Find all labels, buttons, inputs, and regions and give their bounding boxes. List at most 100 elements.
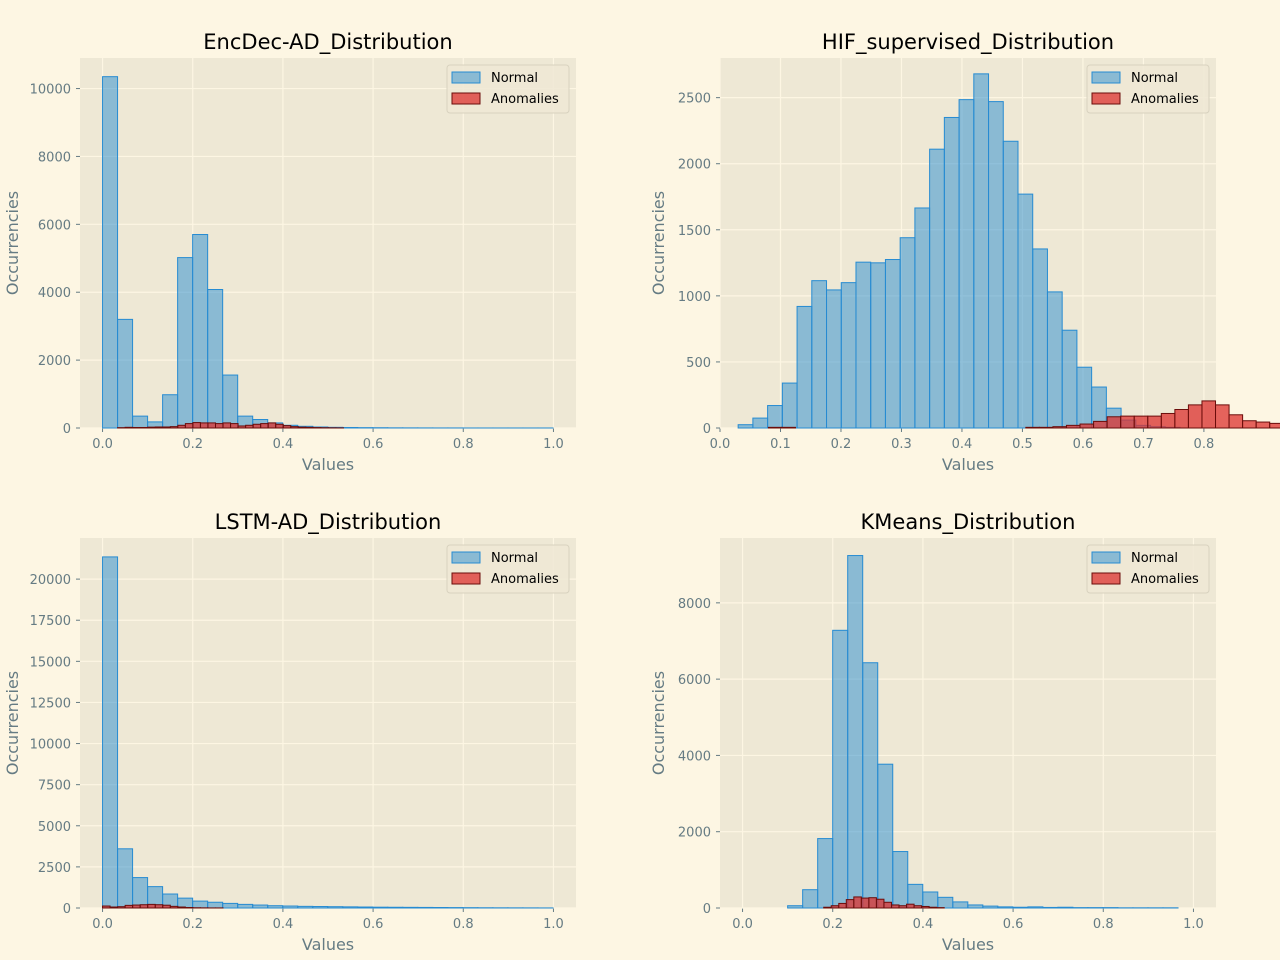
anomaly-bar <box>162 904 171 909</box>
normal-bar <box>914 207 931 429</box>
y-tick-label: 2500 <box>38 861 71 876</box>
normal-bar <box>952 901 969 909</box>
normal-bar <box>102 76 119 429</box>
anomaly-bar <box>169 905 179 909</box>
anomaly-bar <box>169 426 179 429</box>
normal-bar <box>117 318 134 429</box>
x-tick-label: 0.1 <box>770 437 791 452</box>
anomaly-bar <box>124 904 134 909</box>
normal-bar <box>192 900 209 909</box>
legend-swatch <box>1091 92 1121 105</box>
anomaly-bar <box>199 422 209 429</box>
plot-area <box>80 58 576 428</box>
normal-bar <box>417 906 434 909</box>
legend-swatch <box>1091 71 1121 84</box>
normal-bar <box>237 903 254 909</box>
normal-bar <box>988 101 1004 429</box>
legend-swatch <box>451 572 481 585</box>
x-tick-label: 1.0 <box>543 917 564 932</box>
x-tick-label: 0.0 <box>710 437 731 452</box>
normal-bar <box>967 904 984 909</box>
anomaly-bar <box>845 899 855 909</box>
anomaly-bar <box>267 422 277 429</box>
anomaly-bar <box>1187 404 1203 429</box>
anomaly-bar <box>177 906 186 909</box>
legend-label: Anomalies <box>1131 572 1199 587</box>
anomaly-bar <box>1079 423 1095 429</box>
y-tick-label: 10000 <box>30 738 71 753</box>
y-tick-label: 2500 <box>678 92 711 107</box>
y-axis-label: Occurrencies <box>649 671 668 775</box>
anomaly-bar <box>230 423 239 429</box>
legend: Normal Anomalies <box>1086 544 1210 594</box>
normal-bar <box>832 629 849 909</box>
anomaly-bar <box>290 426 299 429</box>
anomaly-bar <box>1201 400 1217 429</box>
anomaly-bar <box>1269 422 1280 429</box>
anomaly-bar <box>260 423 269 429</box>
normal-bar <box>1061 329 1078 429</box>
anomaly-bar <box>906 903 915 909</box>
anomaly-bar <box>1133 415 1149 429</box>
x-tick-label: 0.2 <box>182 917 203 932</box>
y-tick-label: 17500 <box>30 614 71 629</box>
anomaly-bar <box>928 906 938 909</box>
normal-bar <box>1027 906 1044 909</box>
anomaly-bar <box>1093 420 1108 429</box>
normal-bar <box>929 148 945 429</box>
y-tick-label: 7500 <box>38 779 71 794</box>
anomaly-bar <box>823 906 832 909</box>
normal-bar <box>207 901 224 909</box>
x-tick-label: 0.4 <box>952 437 973 452</box>
normal-bar <box>402 906 419 909</box>
legend-label: Normal <box>491 71 538 86</box>
legend-swatch <box>1091 551 1121 564</box>
anomaly-bar <box>1242 420 1257 429</box>
y-tick-label: 6000 <box>38 218 71 233</box>
anomaly-bar <box>860 897 870 909</box>
legend: Normal Anomalies <box>446 544 570 594</box>
anomaly-bar <box>207 422 216 429</box>
normal-bar <box>342 426 359 429</box>
y-tick-label: 2000 <box>678 826 711 841</box>
normal-bar <box>132 415 149 429</box>
x-axis-label: Values <box>942 935 994 954</box>
anomaly-bar <box>838 902 847 909</box>
legend-swatch <box>1091 572 1121 585</box>
normal-bar <box>796 305 813 429</box>
y-tick-label: 8000 <box>678 597 711 612</box>
anomaly-bar <box>875 898 885 909</box>
anomaly-bar <box>1255 421 1271 429</box>
normal-bar <box>102 556 119 909</box>
normal-bar <box>162 394 179 429</box>
x-tick-label: 0.6 <box>1073 437 1094 452</box>
normal-bar <box>943 116 960 429</box>
anomaly-bar <box>1038 426 1054 429</box>
anomaly-bar <box>139 904 149 909</box>
x-axis-label: Values <box>942 455 994 474</box>
chart-hif-supervised: 0.0 0.1 0.2 0.3 0.4 0.5 0.6 0.7 0.8 0 500 1000 1500 2… <box>649 30 1280 474</box>
anomaly-bar <box>109 906 119 909</box>
y-tick-label: 10000 <box>30 83 71 98</box>
anomaly-bar <box>1052 426 1067 429</box>
anomaly-bar <box>830 905 840 909</box>
anomaly-bar <box>147 426 156 429</box>
y-tick-label: 15000 <box>30 655 71 670</box>
chart-encdec-ad: 0.0 0.2 0.4 0.6 0.8 1.0 0 2000 4000 6000 8000 10000… <box>3 30 576 474</box>
plot-area <box>80 538 576 908</box>
normal-bar <box>811 280 828 429</box>
normal-bar <box>192 234 209 429</box>
x-tick-label: 0.4 <box>913 917 934 932</box>
y-tick-label: 2000 <box>678 158 711 173</box>
y-tick-label: 0 <box>63 902 71 917</box>
normal-bar <box>1076 366 1093 429</box>
y-tick-label: 5000 <box>38 820 71 835</box>
normal-bar <box>252 904 269 909</box>
chart-kmeans: 0.0 0.2 0.4 0.6 0.8 1.0 0 2000 4000 6000 8000 Norma… <box>649 510 1216 954</box>
anomaly-bar <box>117 906 126 909</box>
anomaly-bar <box>883 901 892 909</box>
y-tick-label: 500 <box>686 356 711 371</box>
anomaly-bar <box>222 422 232 429</box>
chart-lstm-ad: 0.0 0.2 0.4 0.6 0.8 1.0 0 2500 5000 7500 10000 1250… <box>3 510 576 954</box>
plot-layer: 0.0 0.2 0.4 0.6 0.8 1.0 0 2000 4000 6000 8000 10000… <box>30 58 576 452</box>
